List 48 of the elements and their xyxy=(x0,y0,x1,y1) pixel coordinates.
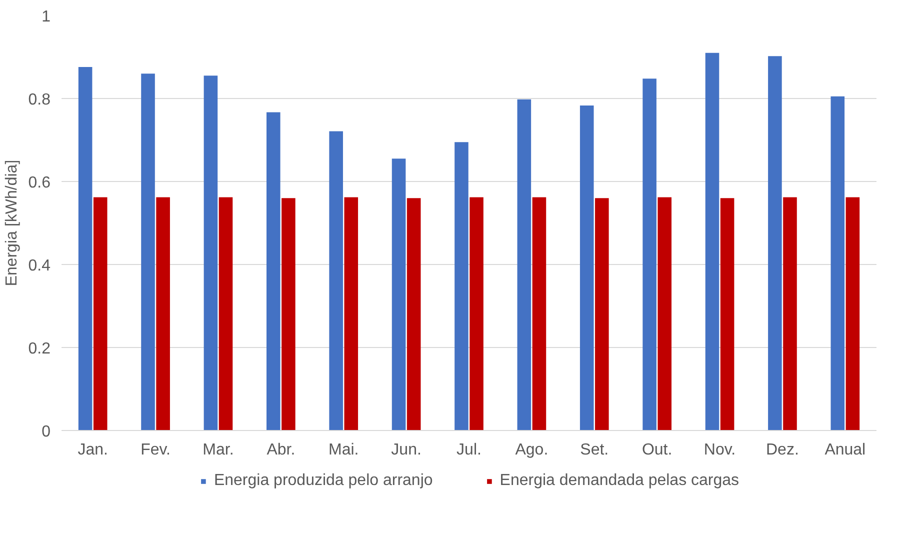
bar xyxy=(218,197,233,430)
bar xyxy=(830,96,845,430)
x-tick-label: Jan. xyxy=(78,442,108,458)
bar xyxy=(517,99,532,430)
bar xyxy=(658,197,672,430)
bar xyxy=(78,66,92,430)
bar xyxy=(642,78,656,430)
y-tick-label: 0.8 xyxy=(28,92,51,108)
x-tick-label: Anual xyxy=(824,442,866,458)
y-tick-label: 0.6 xyxy=(28,174,51,192)
legend-label: Energia demandada pelas cargas xyxy=(500,472,740,490)
bar xyxy=(344,197,358,430)
y-axis-title: Energia [kWh/dia] xyxy=(3,160,20,286)
y-tick-label: 0.2 xyxy=(28,340,51,358)
bar xyxy=(595,198,609,430)
x-tick-label: Jul. xyxy=(456,442,482,458)
bar xyxy=(329,131,343,430)
y-tick-label: 0 xyxy=(42,424,51,440)
bar xyxy=(580,106,594,430)
bar xyxy=(141,74,155,430)
x-tick-label: Dez. xyxy=(766,442,799,458)
bar xyxy=(93,197,108,430)
x-tick-label: Mar. xyxy=(202,442,234,458)
bar xyxy=(454,142,468,430)
bar xyxy=(532,197,546,430)
x-tick-label: Out. xyxy=(642,442,672,458)
x-tick-label: Set. xyxy=(580,442,609,458)
y-tick-label: 1 xyxy=(42,8,51,26)
x-tick-label: Jun. xyxy=(391,442,422,458)
bar xyxy=(156,197,170,430)
x-tick-label: Ago. xyxy=(515,442,548,458)
bar xyxy=(846,197,860,430)
bar xyxy=(204,76,218,430)
y-tick-label: 0.4 xyxy=(28,258,51,274)
x-tick-label: Abr. xyxy=(266,442,296,458)
legend-label: Energia produzida pelo arranjo xyxy=(214,472,433,490)
x-tick-label: Nov. xyxy=(704,442,736,458)
bar xyxy=(470,197,484,430)
bar xyxy=(705,52,720,430)
x-tick-label: Mai. xyxy=(328,442,359,458)
bar xyxy=(783,197,797,430)
bar xyxy=(768,56,782,430)
bar xyxy=(392,158,406,430)
bar xyxy=(282,198,296,430)
bar xyxy=(266,112,280,430)
bar xyxy=(720,198,734,430)
x-tick-label: Fev. xyxy=(140,442,171,458)
bar xyxy=(406,198,421,430)
